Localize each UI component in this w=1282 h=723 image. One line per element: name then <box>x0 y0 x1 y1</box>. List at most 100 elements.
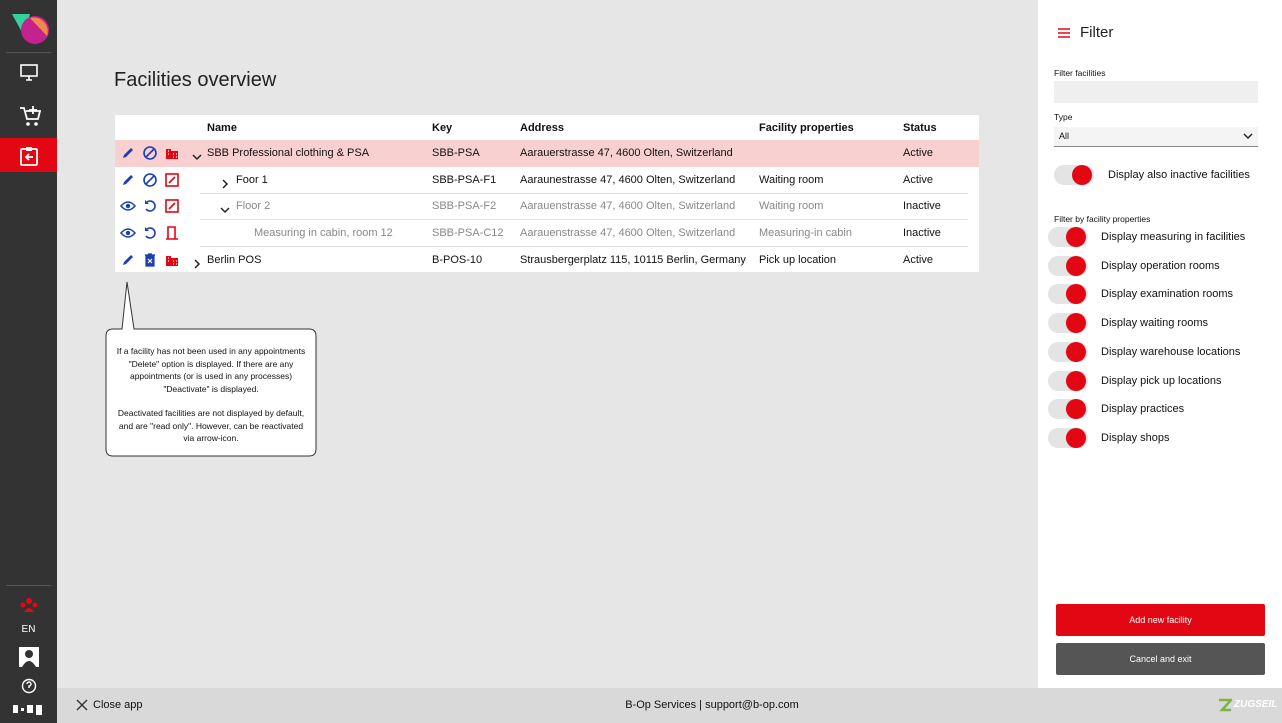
column-header: Address <box>520 122 565 134</box>
ban-icon <box>142 145 158 161</box>
row-action[interactable] <box>120 198 136 214</box>
tooltip-text: If a facility has not been used in any a… <box>116 346 306 394</box>
expand-toggle[interactable] <box>220 176 230 189</box>
icon <box>166 149 178 159</box>
column-header: Facility properties <box>759 122 854 134</box>
type-select[interactable]: All <box>1054 127 1258 147</box>
facility-address: Aarauenstrasse 47, 4600 Olten, Switzerla… <box>520 200 736 212</box>
column-header: Status <box>903 122 937 134</box>
footer: Close app B-Op Services | support@b-op.c… <box>57 688 1282 723</box>
toggle-label: Display operation rooms <box>1101 260 1220 272</box>
column-header: Name <box>207 122 237 134</box>
row-action[interactable] <box>142 172 158 188</box>
chevron-down <box>192 154 202 161</box>
facility-address: Aarauenstrasse 47, 4600 Olten, Switzerla… <box>520 227 736 239</box>
ban-icon <box>142 172 158 188</box>
facility-icon <box>20 147 38 166</box>
help-icon[interactable] <box>21 678 37 694</box>
filter-title: Filter <box>1080 24 1114 41</box>
close-icon[interactable] <box>76 699 88 711</box>
facility-address: Aaraunestrasse 47, 4600 Olten, Switzerla… <box>520 174 736 186</box>
row-action[interactable] <box>164 172 180 188</box>
eye-icon <box>120 225 136 241</box>
toggle[interactable] <box>1048 227 1088 247</box>
row-action[interactable] <box>142 252 158 268</box>
facility-key: B-POS-10 <box>432 254 483 266</box>
row-action[interactable] <box>142 198 158 214</box>
pencil-icon <box>120 145 136 161</box>
facility-name: Floor 2 <box>236 200 271 212</box>
row-action[interactable] <box>120 252 136 268</box>
toggle-label: Display examination rooms <box>1101 288 1234 300</box>
sidebar: EN <box>0 0 57 723</box>
footer-info: B-Op Services | support@b-op.com <box>625 699 799 711</box>
row-action[interactable] <box>120 172 136 188</box>
toggle[interactable] <box>1048 313 1088 333</box>
cancel-button[interactable]: Cancel and exit <box>1056 643 1265 675</box>
divider <box>6 52 51 53</box>
facility-properties: Pick up location <box>759 254 837 266</box>
app-logo <box>12 14 49 44</box>
row-action[interactable] <box>120 145 136 161</box>
brand: ZUGSEIL <box>1234 699 1278 710</box>
note-icon <box>164 172 180 188</box>
facility-key: SBB-PSA-F2 <box>432 200 497 212</box>
search-input[interactable] <box>1054 81 1258 103</box>
row-highlight <box>115 140 979 167</box>
toggle-label: Display waiting rooms <box>1101 317 1208 329</box>
row-action[interactable] <box>142 145 158 161</box>
row-divider <box>200 246 968 247</box>
facility-address: Aarauerstrasse 47, 4600 Olten, Switzerla… <box>520 147 733 159</box>
expand-toggle[interactable] <box>192 256 202 269</box>
chevron-right <box>222 179 229 189</box>
row-action[interactable] <box>164 252 180 268</box>
field-label: Filter facilities <box>1054 68 1106 78</box>
toggle[interactable] <box>1048 342 1088 362</box>
toggle[interactable] <box>1048 256 1088 276</box>
toggle[interactable] <box>1048 284 1088 304</box>
section-label: Filter by facility properties <box>1054 214 1151 224</box>
row-action[interactable] <box>120 225 136 241</box>
pencil-icon <box>120 252 136 268</box>
row-action[interactable] <box>164 225 180 241</box>
facility-status: Active <box>903 147 933 159</box>
icon <box>121 202 135 210</box>
facility-status: Active <box>903 254 933 266</box>
icon <box>144 147 156 159</box>
facility-properties: Measuring-in cabin <box>759 227 852 239</box>
icon <box>123 148 133 158</box>
undo-icon <box>142 225 158 241</box>
eye-icon <box>120 198 136 214</box>
field-label: Type <box>1054 112 1073 122</box>
expand-toggle[interactable] <box>192 149 202 161</box>
avatar[interactable] <box>19 647 39 667</box>
toggle[interactable] <box>1048 371 1088 391</box>
toggle-label: Display practices <box>1101 403 1185 415</box>
trash-icon <box>142 252 158 268</box>
toggle[interactable] <box>1048 428 1088 448</box>
language[interactable]: EN <box>21 624 36 635</box>
tooltip: If a facility has not been used in any a… <box>113 345 309 445</box>
row-divider <box>200 219 968 220</box>
toggle[interactable] <box>1048 399 1088 419</box>
facility-status: Active <box>903 174 933 186</box>
icon <box>166 174 178 186</box>
bld-icon <box>164 252 180 268</box>
active-nav-item[interactable] <box>0 138 57 172</box>
menu-icon[interactable] <box>1057 27 1071 39</box>
facility-name: Measuring in cabin, room 12 <box>254 227 393 239</box>
row-action[interactable] <box>164 198 180 214</box>
cart-icon[interactable] <box>18 104 42 128</box>
tooltip-text: Deactivated facilities are not displayed… <box>117 408 305 443</box>
users-icon[interactable] <box>19 597 39 613</box>
row-action[interactable] <box>142 225 158 241</box>
close-app[interactable]: Close app <box>93 699 143 711</box>
facility-name: SBB Professional clothing & PSA <box>207 147 370 159</box>
add-button[interactable]: Add new facility <box>1056 604 1265 636</box>
row-action[interactable] <box>164 145 180 161</box>
chevron-right <box>194 259 201 269</box>
toggle[interactable] <box>1054 165 1094 185</box>
expand-toggle[interactable] <box>220 202 230 214</box>
monitor-icon[interactable] <box>19 62 39 82</box>
icon <box>145 200 155 211</box>
